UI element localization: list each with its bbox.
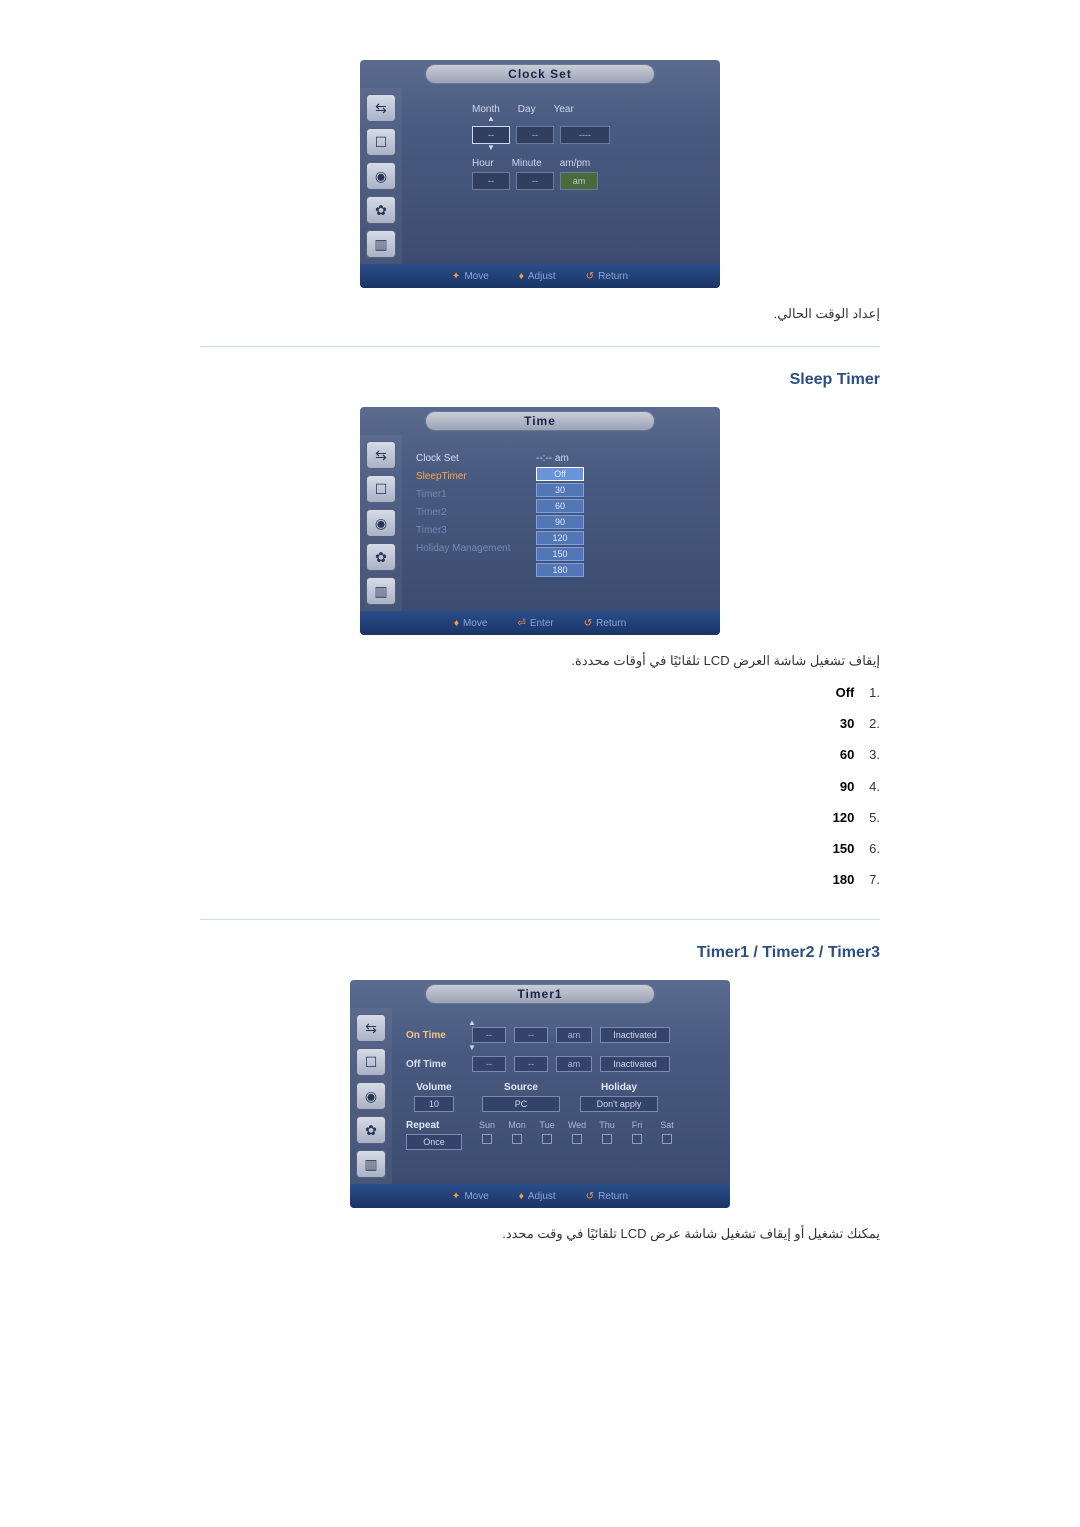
menu-row-holiday[interactable]: Holiday Management [416, 539, 536, 557]
adjust-icon: ♦ [519, 1191, 524, 1202]
osd-timer1: Timer1 ⇆ ☐ ◉ ✿ ▥ ▲ On Time -- -- [350, 980, 730, 1208]
multi-icon: ▥ [366, 230, 396, 258]
label-day: Day [518, 104, 536, 115]
label-ampm: am/pm [560, 158, 591, 169]
cb-tue[interactable] [542, 1134, 552, 1144]
osd-footer: ✦Move ♦Adjust ↺Return [360, 264, 720, 288]
menu-row-timer3[interactable]: Timer3 [416, 521, 536, 539]
week-labels: Sun Mon Tue Wed Thu Fri Sat [476, 1120, 678, 1130]
osd-clock-set: Clock Set ⇆ ☐ ◉ ✿ ▥ Month Day Year [360, 60, 720, 288]
picture-icon: ☐ [366, 475, 396, 503]
cell-month[interactable]: -- [472, 126, 510, 144]
osd-content: Clock Set --:-- am SleepTimer : Timer1 T… [402, 435, 720, 611]
opt-off[interactable]: Off [536, 467, 584, 481]
divider [200, 346, 880, 347]
on-ampm[interactable]: am [556, 1027, 592, 1043]
desc-timer: يمكنك تشغيل أو إيقاف تشغيل شاشة عرض LCD … [140, 1226, 940, 1242]
osd-footer: ♦Move ⏎Enter ↺Return [360, 611, 720, 635]
label-hour: Hour [472, 158, 494, 169]
sound-icon: ◉ [366, 509, 396, 537]
menu-row-clock-set[interactable]: Clock Set --:-- am [416, 449, 706, 467]
input-icon: ⇆ [366, 94, 396, 122]
osd-time: Time ⇆ ☐ ◉ ✿ ▥ Clock Set --:-- am [360, 407, 720, 635]
cb-wed[interactable] [572, 1134, 582, 1144]
opt-90[interactable]: 90 [536, 515, 584, 529]
cell-hour[interactable]: -- [472, 172, 510, 190]
osd-title: Time [425, 411, 655, 431]
options-list: .1 Off .2 30 .3 60 .4 90 .5 120 .6 150 .… [140, 677, 940, 895]
divider [200, 919, 880, 920]
on-state[interactable]: Inactivated [600, 1027, 670, 1043]
cb-mon[interactable] [512, 1134, 522, 1144]
label-year: Year [554, 104, 574, 115]
cb-sun[interactable] [482, 1134, 492, 1144]
osd-footer: ✦Move ♦Adjust ↺Return [350, 1184, 730, 1208]
return-icon: ↺ [586, 1191, 594, 1202]
row-on-time: On Time -- -- am Inactivated [406, 1027, 716, 1043]
opt-30[interactable]: 30 [536, 483, 584, 497]
val-repeat[interactable]: Once [406, 1134, 462, 1150]
multi-icon: ▥ [356, 1150, 386, 1178]
heading-sleep-timer: Sleep Timer [140, 371, 940, 389]
off-ampm[interactable]: am [556, 1056, 592, 1072]
osd-content: Month Day Year ▲ -- -- ---- ▼ Hour Minut… [402, 88, 720, 264]
label-month: Month [472, 104, 500, 115]
enter-icon: ⏎ [517, 618, 525, 629]
cb-sat[interactable] [662, 1134, 672, 1144]
opt-180[interactable]: 180 [536, 563, 584, 577]
opt-60[interactable]: 60 [536, 499, 584, 513]
move-icon: ♦ [454, 618, 459, 629]
on-min[interactable]: -- [514, 1027, 548, 1043]
osd-sidebar: ⇆ ☐ ◉ ✿ ▥ [360, 435, 402, 611]
val-holiday[interactable]: Don't apply [580, 1096, 658, 1112]
menu-row-timer2[interactable]: Timer2 [416, 503, 536, 521]
setup-icon: ✿ [366, 196, 396, 224]
setup-icon: ✿ [366, 543, 396, 571]
off-min[interactable]: -- [514, 1056, 548, 1072]
heading-timers: Timer1 / Timer2 / Timer3 [140, 944, 940, 962]
input-icon: ⇆ [366, 441, 396, 469]
label-minute: Minute [512, 158, 542, 169]
menu-row-timer1[interactable]: Timer1 [416, 485, 536, 503]
desc-sleep-timer: إيقاف تشغيل شاشة العرض LCD تلقائيًا في أ… [140, 653, 940, 669]
cell-day[interactable]: -- [516, 126, 554, 144]
osd-sidebar: ⇆ ☐ ◉ ✿ ▥ [360, 88, 402, 264]
osd-sidebar: ⇆ ☐ ◉ ✿ ▥ [350, 1008, 392, 1184]
on-hour[interactable]: -- [472, 1027, 506, 1043]
val-volume[interactable]: 10 [414, 1096, 454, 1112]
up-arrow-icon: ▲ [472, 115, 510, 123]
multi-icon: ▥ [366, 577, 396, 605]
return-icon: ↺ [584, 618, 592, 629]
picture-icon: ☐ [366, 128, 396, 156]
cell-minute[interactable]: -- [516, 172, 554, 190]
picture-icon: ☐ [356, 1048, 386, 1076]
opt-120[interactable]: 120 [536, 531, 584, 545]
row-off-time: Off Time -- -- am Inactivated [406, 1056, 716, 1072]
cb-fri[interactable] [632, 1134, 642, 1144]
cb-thu[interactable] [602, 1134, 612, 1144]
opt-150[interactable]: 150 [536, 547, 584, 561]
osd-title: Timer1 [425, 984, 655, 1004]
off-state[interactable]: Inactivated [600, 1056, 670, 1072]
label-volume: Volume [406, 1082, 462, 1093]
sound-icon: ◉ [356, 1082, 386, 1110]
label-source: Source [482, 1082, 560, 1093]
setup-icon: ✿ [356, 1116, 386, 1144]
off-hour[interactable]: -- [472, 1056, 506, 1072]
label-holiday: Holiday [580, 1082, 658, 1093]
sound-icon: ◉ [366, 162, 396, 190]
cell-year[interactable]: ---- [560, 126, 610, 144]
move-icon: ✦ [452, 271, 460, 282]
return-icon: ↺ [586, 271, 594, 282]
desc-clock-set: إعداد الوقت الحالي. [140, 306, 940, 322]
adjust-icon: ♦ [519, 271, 524, 282]
down-arrow-icon: ▼ [472, 144, 510, 152]
input-icon: ⇆ [356, 1014, 386, 1042]
osd-title: Clock Set [425, 64, 655, 84]
label-repeat: Repeat [406, 1120, 462, 1131]
cell-ampm[interactable]: am [560, 172, 598, 190]
val-source[interactable]: PC [482, 1096, 560, 1112]
osd-content: ▲ On Time -- -- am Inactivated ▼ Off Tim… [392, 1008, 730, 1184]
move-icon: ✦ [452, 1191, 460, 1202]
